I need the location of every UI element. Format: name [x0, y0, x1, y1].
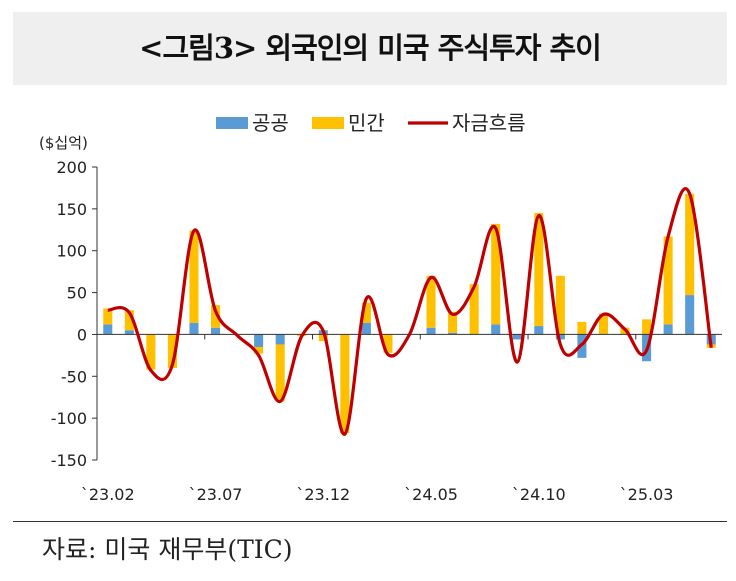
legend-swatch-민간	[312, 117, 344, 129]
chart-title: <그림3> 외국인의 미국 주식투자 추이	[139, 31, 602, 65]
bar-민간	[534, 213, 544, 327]
bar-민간	[189, 230, 199, 323]
x-tick-label: `23.02	[81, 485, 135, 504]
bar-공공	[103, 324, 113, 335]
axes: 200 150 100 50 0 -50 -100 -150 `23.02 `23.07 `23.1…	[51, 158, 722, 504]
bar-공공	[534, 326, 544, 335]
legend-label-공공: 공공	[252, 111, 289, 135]
source-note: 자료: 미국 재무부(TIC)	[42, 535, 293, 564]
bar-민간	[577, 321, 587, 335]
bar-민간	[361, 302, 371, 323]
y-tick-label: 100	[56, 242, 87, 261]
bar-민간	[124, 310, 134, 331]
bar-공공	[685, 295, 695, 335]
bar-공공	[189, 322, 199, 335]
bar-민간	[426, 275, 436, 328]
x-tick-label: `24.05	[404, 485, 458, 504]
bar-민간	[663, 236, 673, 325]
bar-민간	[167, 334, 177, 368]
x-tick-label: `23.12	[296, 485, 350, 504]
bar-민간	[383, 334, 393, 353]
bar-공공	[555, 334, 565, 340]
legend-label-자금흐름: 자금흐름	[452, 111, 526, 135]
bar-민간	[685, 193, 695, 296]
bar-민간	[598, 313, 608, 335]
bar-공공	[361, 322, 371, 335]
bar-민간	[469, 284, 479, 335]
bar-공공	[448, 332, 458, 335]
legend-label-민간: 민간	[348, 111, 385, 135]
bar-공공	[512, 334, 522, 340]
y-tick-label: -100	[51, 409, 87, 428]
bar-공공	[211, 327, 221, 335]
legend-swatch-공공	[216, 117, 248, 129]
bar-민간	[642, 319, 652, 335]
y-tick-label: 150	[56, 200, 87, 219]
y-tick-label: 200	[56, 158, 87, 177]
bar-공공	[663, 324, 673, 335]
bar-민간	[448, 311, 458, 333]
y-tick-label: -150	[51, 451, 87, 470]
divider	[13, 521, 727, 522]
bar-민간	[491, 223, 501, 325]
bar-민간	[146, 334, 156, 370]
chart: 공공 민간 자금흐름 ($십억) 200 150 100 50 0 -50 -100 -150 `2…	[39, 111, 722, 504]
y-tick-label: 50	[67, 284, 87, 303]
line-layer	[107, 186, 713, 436]
series-line-자금흐름	[107, 186, 713, 436]
bar-공공	[275, 334, 285, 345]
x-tick-label: `25.03	[620, 485, 674, 504]
bar-민간	[103, 308, 113, 325]
bar-민간	[318, 334, 328, 342]
bar-공공	[254, 334, 264, 347]
bar-공공	[491, 324, 501, 335]
y-tick-label: -50	[61, 367, 87, 386]
x-tick-label: `23.07	[189, 485, 243, 504]
bar-민간	[275, 344, 285, 402]
title-box: <그림3> 외국인의 미국 주식투자 추이	[13, 12, 727, 85]
y-unit-label: ($십억)	[39, 134, 88, 152]
bar-민간	[555, 275, 565, 335]
bar-민간	[254, 346, 264, 354]
bar-민간	[340, 334, 350, 434]
bar-민간	[211, 305, 221, 328]
bar-공공	[426, 327, 436, 335]
y-tick-label: 0	[77, 325, 87, 344]
legend: 공공 민간 자금흐름	[216, 111, 526, 135]
bar-공공	[124, 330, 134, 335]
x-tick-label: `24.10	[512, 485, 566, 504]
